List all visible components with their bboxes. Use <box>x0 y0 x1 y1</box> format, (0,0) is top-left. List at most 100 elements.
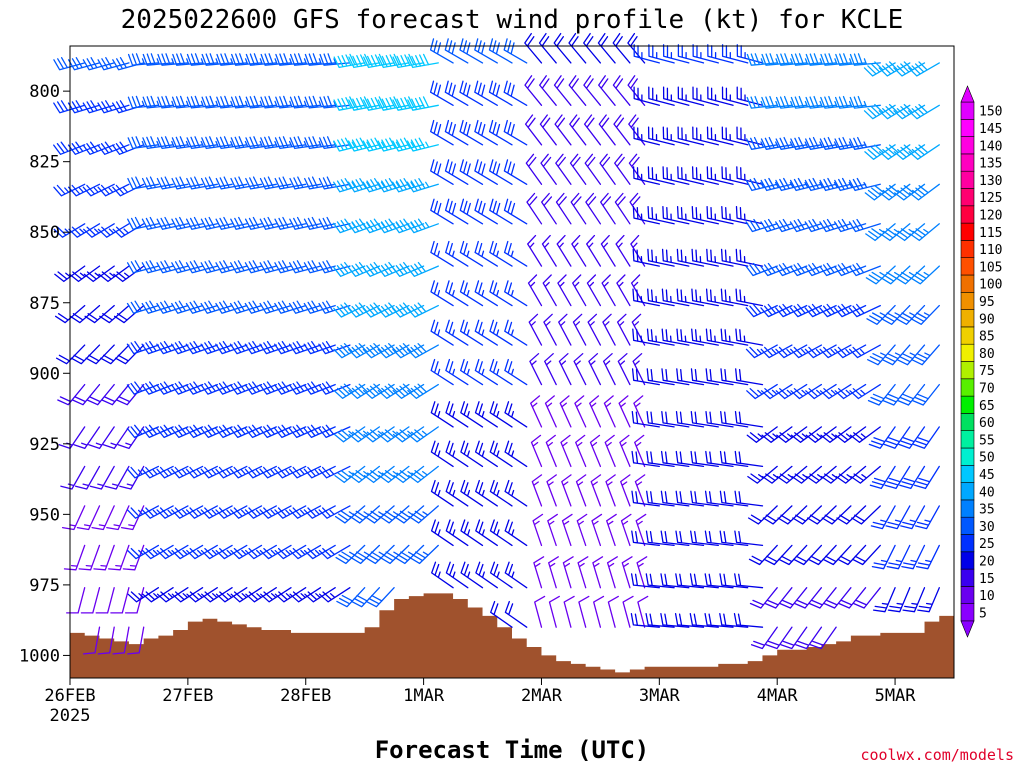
wind-barb <box>834 383 867 400</box>
wind-barb <box>377 261 410 277</box>
wind-barb <box>908 183 940 201</box>
wind-barb <box>883 426 911 449</box>
wind-barb <box>142 136 174 150</box>
colorbar-segment <box>960 291 975 310</box>
wind-barb <box>593 595 605 628</box>
wind-barb <box>749 587 778 609</box>
wind-barb <box>527 234 543 267</box>
wind-barb <box>141 381 174 395</box>
wind-barb <box>60 465 86 490</box>
wind-barb <box>318 300 351 314</box>
wind-barb <box>746 136 778 150</box>
wind-barb <box>660 573 690 589</box>
colorbar-label: 135 <box>979 157 1002 172</box>
wind-barb <box>547 513 558 547</box>
wind-barb <box>662 166 690 185</box>
wind-barb <box>705 410 734 428</box>
wind-barb <box>275 95 307 109</box>
wind-barb <box>230 95 263 109</box>
colorbar-label: 45 <box>979 468 995 483</box>
wind-barb <box>719 573 749 589</box>
wind-barb <box>620 513 632 547</box>
wind-barb <box>619 434 631 468</box>
wind-barb <box>489 198 513 225</box>
wind-barb <box>692 44 719 64</box>
y-tick-label: 925 <box>29 435 60 455</box>
wind-barb <box>760 344 793 359</box>
colorbar-label: 30 <box>979 520 995 535</box>
wind-barb <box>318 260 351 274</box>
wind-barb <box>645 613 675 628</box>
colorbar-label: 90 <box>979 312 995 327</box>
wind-barb <box>274 465 307 479</box>
wind-barb <box>893 61 926 77</box>
wind-barb <box>574 395 587 428</box>
wind-barb <box>156 381 189 395</box>
wind-barb <box>720 328 749 346</box>
wind-barb <box>80 587 101 614</box>
wind-barb <box>600 234 616 267</box>
wind-barb <box>878 144 911 160</box>
wind-barb <box>706 206 734 225</box>
x-tick-label: 4MAR <box>757 686 799 706</box>
wind-barb <box>808 587 837 609</box>
wind-barb <box>805 95 837 109</box>
wind-barb <box>333 383 366 399</box>
wind-barb <box>84 304 115 324</box>
wind-barb <box>260 587 292 603</box>
wind-barb <box>793 544 823 566</box>
y-tick-label: 975 <box>29 576 60 596</box>
wind-barb <box>126 381 160 395</box>
wind-barb <box>171 587 204 603</box>
wind-barb <box>615 234 631 267</box>
wind-barb <box>794 587 823 609</box>
wind-barb <box>848 218 881 233</box>
plot-frame <box>69 45 955 679</box>
wind-barb <box>474 119 498 146</box>
colorbar-segment <box>960 119 975 137</box>
wind-barb <box>503 198 528 225</box>
wind-barb <box>661 248 690 267</box>
wind-barb <box>504 358 528 386</box>
wind-barb <box>289 176 322 190</box>
wind-barb <box>230 176 263 190</box>
wind-barb <box>201 95 233 109</box>
wind-barb <box>614 192 631 225</box>
wind-barb <box>865 265 896 285</box>
wind-barb <box>806 465 837 484</box>
wind-barb <box>97 223 130 238</box>
wind-barb <box>648 44 675 64</box>
wind-barb <box>186 544 218 560</box>
wind-barb <box>127 136 160 150</box>
wind-barb <box>746 53 778 66</box>
surface-terrain <box>70 593 954 678</box>
wind-barb <box>289 95 322 109</box>
wind-barb <box>806 505 837 525</box>
wind-barb <box>379 544 410 565</box>
wind-barb <box>504 440 528 468</box>
wind-barb <box>734 450 764 468</box>
wind-barb <box>869 465 896 490</box>
wind-barb <box>820 95 852 109</box>
wind-barb <box>614 153 631 185</box>
wind-barb <box>259 176 292 190</box>
wind-barb <box>835 465 867 484</box>
x-tick-label: 2MAR <box>521 686 563 706</box>
wind-barb <box>604 434 616 468</box>
wind-barb <box>70 344 101 365</box>
wind-barb <box>377 383 410 399</box>
wind-barb <box>819 344 852 359</box>
wind-barb <box>790 53 823 66</box>
wind-barb <box>377 53 410 69</box>
wind-barb <box>569 153 587 185</box>
wind-barb <box>185 381 218 395</box>
colorbar-segment <box>960 534 975 553</box>
wind-barb <box>578 595 590 628</box>
wind-barb <box>555 153 572 185</box>
wind-barb <box>445 561 469 589</box>
wind-barb <box>704 573 734 589</box>
wind-barb <box>763 544 793 566</box>
wind-barb <box>377 343 410 359</box>
wind-barb <box>563 595 575 628</box>
wind-barb <box>67 183 101 197</box>
